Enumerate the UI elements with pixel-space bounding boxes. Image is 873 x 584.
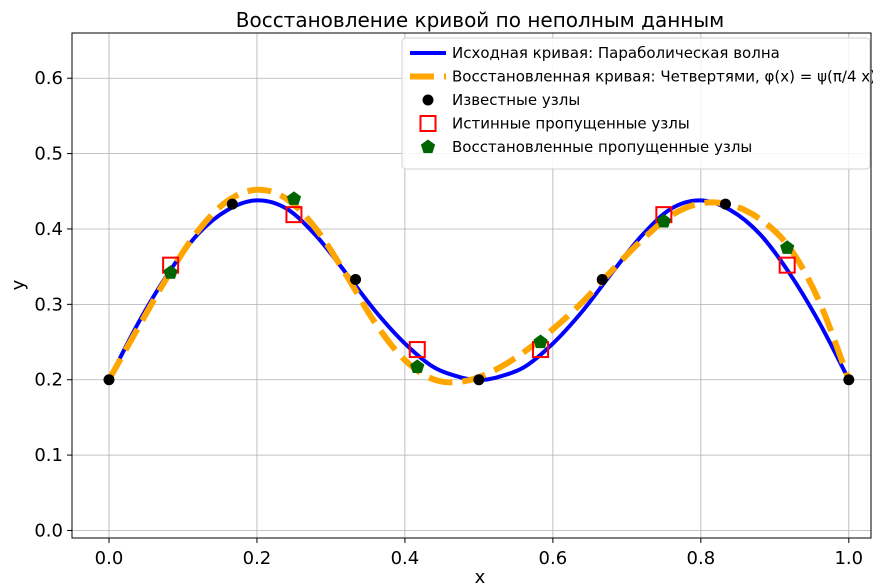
legend-label: Восстановленные пропущенные узлы [452,138,752,156]
x-axis: 0.0 0.2 0.4 0.6 0.8 1.0 [95,538,863,569]
known-node-point [103,374,114,385]
known-node-point [720,199,731,210]
x-tick-label: 0.2 [243,548,272,569]
x-tick-label: 0.6 [539,548,568,569]
x-tick-label: 0.8 [687,548,716,569]
legend-label: Исходная кривая: Параболическая волна [452,44,780,62]
x-tick-label: 1.0 [834,548,863,569]
reconstructed-curve-line [109,190,849,383]
known-node-point [350,274,361,285]
legend-label: Восстановленная кривая: Четвертями, φ(x)… [452,68,873,86]
chart-title: Восстановление кривой по неполным данным [236,8,725,32]
legend-label: Известные узлы [452,91,580,109]
y-tick-label: 0.2 [34,370,63,391]
legend: Исходная кривая: Параболическая волна Вос… [402,38,873,169]
reconstructed-node-marker [287,191,301,205]
x-axis-label: x [475,567,486,584]
plot-area [103,190,854,385]
y-tick-label: 0.4 [34,219,63,240]
y-tick-label: 0.3 [34,294,63,315]
reconstructed-node-marker [163,265,177,279]
known-node-point [227,199,238,210]
original-curve-line [109,200,849,379]
y-tick-label: 0.5 [34,144,63,165]
x-tick-label: 0.0 [95,548,124,569]
known-node-point [843,374,854,385]
y-axis: 0.0 0.1 0.2 0.3 0.4 0.5 0.6 [34,68,72,541]
y-tick-label: 0.1 [34,445,63,466]
x-tick-label: 0.4 [391,548,420,569]
legend-marker [423,95,434,106]
reconstructed-node-marker [533,335,547,349]
known-node-point [473,374,484,385]
y-tick-label: 0.6 [34,68,63,89]
y-axis-label: y [8,279,29,290]
known-node-point [597,274,608,285]
legend-label: Истинные пропущенные узлы [452,115,690,133]
y-tick-label: 0.0 [34,520,63,541]
